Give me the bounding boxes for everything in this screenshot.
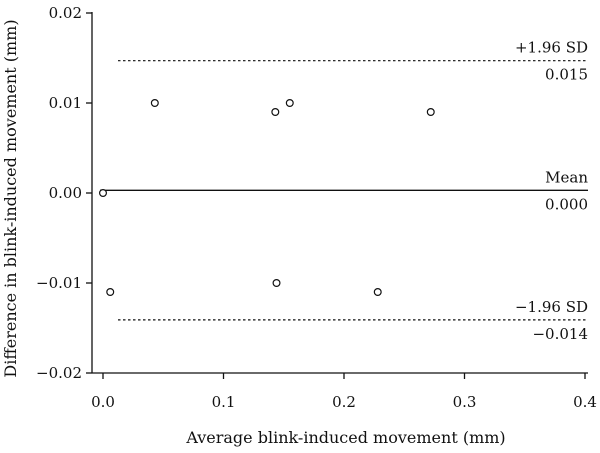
reference-line-label: Mean (545, 168, 588, 186)
x-tick-label: 0.4 (573, 393, 597, 411)
x-tick-label: 0.1 (212, 393, 236, 411)
y-axis-title: Difference in blink-induced movement (mm… (1, 19, 20, 377)
data-point (272, 279, 281, 288)
y-tick-label: −0.02 (36, 364, 82, 382)
y-tick-label: 0.00 (49, 184, 82, 202)
data-point (106, 288, 115, 297)
data-point (150, 98, 159, 107)
data-point (98, 189, 107, 198)
y-axis-ticks: −0.02 −0.01 0.00 0.01 0.02 (36, 4, 92, 382)
y-tick-label: −0.01 (36, 274, 82, 292)
reference-line-label: −1.96 SD (515, 298, 588, 316)
reference-lines: +1.96 SD 0.015 Mean 0.000 −1.96 SD −0.014 (100, 39, 588, 343)
x-tick-label: 0.2 (332, 393, 356, 411)
x-tick-label: 0.3 (453, 393, 477, 411)
data-point (373, 288, 382, 297)
y-tick-label: 0.01 (49, 94, 82, 112)
reference-line-value: −0.014 (532, 325, 588, 343)
data-point (271, 107, 280, 116)
x-tick-label: 0.0 (91, 393, 115, 411)
data-point (285, 98, 294, 107)
data-points (98, 98, 435, 297)
x-axis-ticks: 0.0 0.1 0.2 0.3 0.4 (91, 373, 597, 411)
plot-area: −0.02 −0.01 0.00 0.01 0.02 0.0 0.1 0.2 0.3 0.4 +… (36, 4, 597, 411)
x-axis-title: Average blink-induced movement (mm) (185, 428, 505, 447)
reference-line-value: 0.015 (545, 66, 588, 84)
reference-line-label: +1.96 SD (515, 39, 588, 57)
y-tick-label: 0.02 (49, 4, 82, 22)
reference-line-value: 0.000 (545, 195, 588, 213)
data-point (426, 107, 435, 116)
